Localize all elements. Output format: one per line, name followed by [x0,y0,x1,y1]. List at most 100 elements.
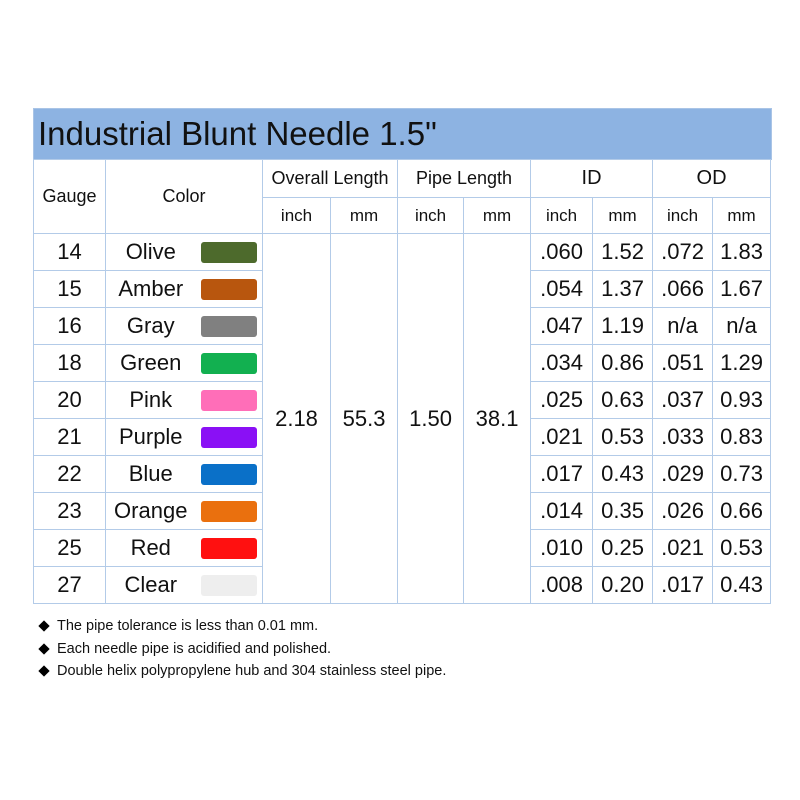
unit-cell: inch [530,197,594,234]
dimension-cell: 1.52 [592,233,654,271]
dimension-cell: 1.19 [592,307,654,345]
dimension-cell: 0.63 [592,381,654,419]
note-line: Each needle pipe is acidified and polish… [38,638,446,661]
color-cell: Pink [105,381,196,419]
gauge-cell: 15 [33,270,106,308]
header-row: Gauge Color Overall Length Pipe Length ID OD [33,159,772,234]
color-swatch [200,463,257,485]
data-row: 25 Red .010 0.25.021 0.53 [33,529,772,567]
dimension-cell: 0.25 [592,529,654,567]
dimension-cell: .029 [652,455,714,493]
swatch-cell [195,529,264,567]
dimension-cell: .051 [652,344,714,382]
swatch-cell [195,344,264,382]
color-cell: Clear [105,566,196,604]
dimension-cell: .017 [652,566,714,604]
header-cell: OD [652,159,772,198]
gauge-cell: 25 [33,529,106,567]
dimension-cell: 0.43 [712,566,772,604]
dimension-cell: n/a [712,307,772,345]
dimension-cell: 0.53 [592,418,654,456]
gauge-cell: 21 [33,418,106,456]
gauge-cell: 23 [33,492,106,530]
bullet [38,643,50,655]
note-line: Double helix polypropylene hub and 304 s… [38,660,446,683]
color-swatch [200,352,257,374]
dimension-cell: 0.66 [712,492,772,530]
color-cell: Red [105,529,196,567]
color-swatch [200,500,257,522]
data-row: 22 Blue .017 0.43.029 0.73 [33,455,772,493]
dimension-cell: .060 [530,233,594,271]
dimension-cell: 1.67 [712,270,772,308]
unit-cell: inch [397,197,465,234]
data-row: 16 Gray .047 1.19 n/a n/a [33,307,772,345]
gauge-cell: 14 [33,233,106,271]
data-row: 14 Olive 2.18 55.3 1.50 38.1.060 1.52.072 1.83 [33,233,772,604]
dimension-cell: .047 [530,307,594,345]
data-row: 27 Clear .008 0.20.017 0.43 [33,566,772,604]
unit-cell: inch [652,197,714,234]
swatch-cell [195,381,264,419]
data-row: 23 Orange .014 0.35.026 0.66 [33,492,772,530]
dimension-cell: .017 [530,455,594,493]
color-swatch [200,537,257,559]
header-cell: Pipe Length [397,159,532,198]
swatch-cell [195,307,264,345]
length-cell: 1.50 [397,233,465,604]
dimension-cell: .008 [530,566,594,604]
dimension-cell: 0.20 [592,566,654,604]
dimension-cell: 0.35 [592,492,654,530]
dimension-cell: .066 [652,270,714,308]
gauge-cell: 18 [33,344,106,382]
dimension-cell: 1.83 [712,233,772,271]
unit-cell: inch [262,197,332,234]
dimension-cell: 0.93 [712,381,772,419]
title: Industrial Blunt Needle 1.5" [33,108,772,160]
gauge-cell: 22 [33,455,106,493]
note-text: Each needle pipe is acidified and polish… [57,640,332,657]
dimension-cell: .014 [530,492,594,530]
note-text: The pipe tolerance is less than 0.01 mm. [57,618,319,634]
spec-table: Gauge Color Overall Length Pipe Length ID OD i… [33,159,772,604]
swatch-cell [195,566,264,604]
unit-row: inch mm inch mm inch mm inch mm [34,197,772,234]
color-swatch [200,389,257,411]
dimension-cell: 0.83 [712,418,772,456]
dimension-cell: .026 [652,492,714,530]
color-swatch [200,315,257,337]
color-cell: Olive [105,233,196,271]
dimension-cell: .033 [652,418,714,456]
swatch-cell [195,418,264,456]
notes: The pipe tolerance is less than 0.01 mm.… [38,615,446,683]
swatch-cell [195,455,264,493]
gauge-cell: 16 [33,307,106,345]
color-swatch [200,278,257,300]
dimension-cell: 0.43 [592,455,654,493]
dimension-cell: 0.86 [592,344,654,382]
dimension-cell: .037 [652,381,714,419]
color-cell: Orange [105,492,196,530]
color-cell: Purple [105,418,196,456]
bullet [38,620,50,632]
header-cell: Color [104,159,264,234]
unit-cell: mm [463,197,532,234]
dimension-cell: .025 [530,381,594,419]
dimension-cell: .054 [530,270,594,308]
color-swatch [200,574,257,596]
dimension-cell: 1.37 [592,270,654,308]
unit-cell: mm [592,197,654,234]
color-cell: Green [105,344,196,382]
note-line: The pipe tolerance is less than 0.01 mm. [38,615,446,638]
gauge-cell: 20 [33,381,106,419]
dimension-cell: n/a [652,307,714,345]
dimension-cell: 0.53 [712,529,772,567]
unit-cell: mm [712,197,772,234]
bullet [38,665,50,677]
dimension-cell: .010 [530,529,594,567]
data-row: 18 Green .034 0.86.051 1.29 [33,344,772,382]
header-cell: ID [530,159,654,198]
header-cell: Overall Length [262,159,399,198]
swatch-cell [195,233,264,271]
length-cell: 2.18 [262,233,332,604]
